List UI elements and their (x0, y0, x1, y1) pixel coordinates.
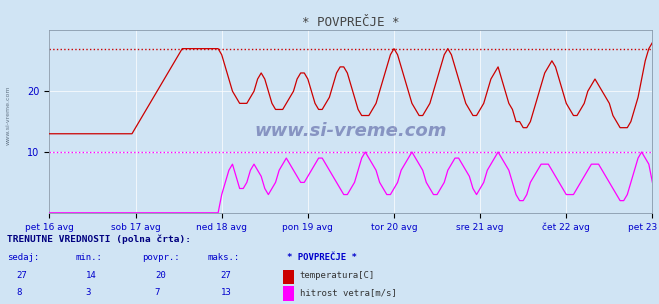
Text: 27: 27 (221, 271, 231, 280)
Text: www.si-vreme.com: www.si-vreme.com (5, 86, 11, 145)
Text: 27: 27 (16, 271, 27, 280)
Text: povpr.:: povpr.: (142, 253, 179, 262)
Text: 3: 3 (86, 288, 91, 297)
Text: 13: 13 (221, 288, 231, 297)
Text: 8: 8 (16, 288, 22, 297)
Text: * POVPREČJE *: * POVPREČJE * (287, 253, 357, 262)
Text: temperatura[C]: temperatura[C] (300, 271, 375, 280)
Text: maks.:: maks.: (208, 253, 240, 262)
Text: 20: 20 (155, 271, 165, 280)
Text: TRENUTNE VREDNOSTI (polna črta):: TRENUTNE VREDNOSTI (polna črta): (7, 234, 190, 244)
Title: * POVPREČJE *: * POVPREČJE * (302, 16, 399, 29)
Text: hitrost vetra[m/s]: hitrost vetra[m/s] (300, 288, 397, 297)
Text: min.:: min.: (76, 253, 103, 262)
Text: sedaj:: sedaj: (7, 253, 39, 262)
Text: 7: 7 (155, 288, 160, 297)
Text: 14: 14 (86, 271, 96, 280)
Text: www.si-vreme.com: www.si-vreme.com (254, 122, 447, 140)
